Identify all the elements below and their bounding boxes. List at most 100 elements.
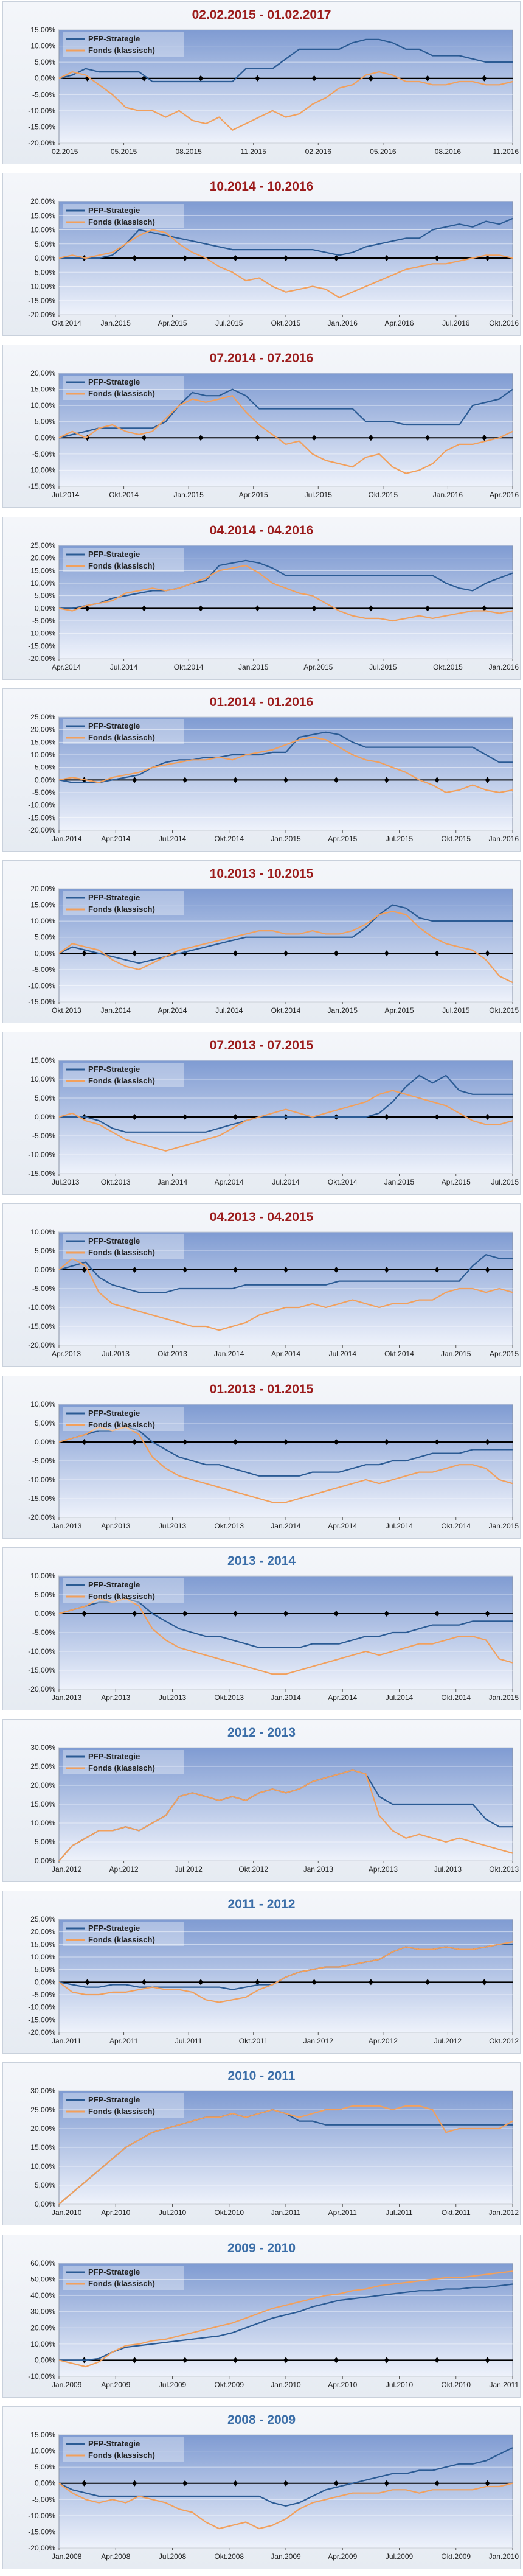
chart-title: 2008 - 2009 [227,2412,296,2427]
series-line-pfp-strategie [58,1597,513,1648]
x-tick-label: Jul.2008 [159,2552,187,2561]
baseline-marker [384,1114,389,1121]
y-tick-label: 5,00% [35,58,55,66]
x-tick-label: Okt.2015 [271,319,301,327]
legend-label: PFP-Strategie [88,1065,140,1074]
x-tick-label: Okt.2014 [52,319,81,327]
x-tick-label: Jul.2011 [175,2037,203,2045]
x-tick-label: Jan.2016 [328,319,358,327]
x-tick-label: 08.2016 [435,147,462,156]
y-tick-label: -5,00% [32,1990,55,1999]
legend-box [63,2265,184,2290]
x-tick-label: Apr.2014 [328,1522,357,1530]
y-tick-label: -5,00% [32,1132,55,1140]
x-tick-label: Jul.2010 [386,2381,414,2389]
legend-label: PFP-Strategie [88,893,140,902]
baseline-marker [434,1114,440,1121]
baseline-marker [485,255,490,262]
x-tick-label: Okt.2011 [239,2037,268,2045]
baseline-marker [434,777,440,783]
baseline-marker [333,1610,339,1617]
x-tick-label: Apr.2016 [490,491,519,499]
baseline-marker [233,2480,238,2487]
x-tick-label: Apr.2016 [384,319,414,327]
y-tick-label: -15,00% [28,2016,55,2025]
y-tick-label: -20,00% [28,310,55,319]
y-tick-label: 15,00% [30,2431,55,2439]
x-tick-label: Jul.2013 [159,1522,187,1530]
baseline-marker [132,1267,137,1273]
legend-label: PFP-Strategie [88,2095,140,2104]
baseline-marker [141,604,147,611]
x-tick-label: Okt.2014 [109,491,139,499]
x-tick-label: Jan.2010 [52,2208,82,2217]
line-chart: 10,00% 5,00% 0,00% -5,00% -10,00% -15,00% -20,… [28,1572,519,1702]
legend-box [63,1578,184,1603]
baseline-marker [283,1438,288,1445]
legend: PFP-Strategie Fonds (klassisch) [63,32,184,57]
y-tick-label: 0,00% [35,604,55,612]
x-tick-label: 05.2016 [370,147,397,156]
baseline-marker [233,2357,238,2364]
baseline-marker [198,435,204,441]
baseline-marker [368,604,373,611]
series-line-pfp-strategie [58,38,513,83]
baseline-marker [132,255,137,262]
chart-panel: 04.2013 - 04.2015 10,00% 5,00% 0,00% -5,00% -… [2,1203,521,1367]
x-tick-label: Jul.2011 [386,2208,413,2217]
x-tick-label: Jan.2009 [271,2552,301,2561]
x-tick-label: Apr.2013 [52,1349,81,1358]
legend-label: Fonds (klassisch) [88,2451,155,2460]
x-tick-label: Okt.2013 [158,1349,187,1358]
x-tick-label: Jul.2010 [159,2208,187,2217]
baseline-marker [182,1610,188,1617]
x-tick-label: Jan.2014 [101,1006,131,1015]
y-tick-label: 0,00% [35,2356,55,2364]
x-tick-label: 11.2016 [493,147,519,156]
y-tick-label: -10,00% [28,2372,55,2381]
line-chart: 25,00% 20,00% 15,00% 10,00% 5,00% 0,00% -5,00%… [28,1915,519,2045]
baseline-marker [182,1438,188,1445]
y-tick-label: 15,00% [30,26,55,34]
baseline-marker [425,75,431,82]
y-tick-label: -5,00% [32,2495,55,2504]
baseline-marker [255,75,260,82]
x-tick-label: Apr.2008 [101,2552,130,2561]
baseline-marker [198,604,204,611]
y-tick-label: -5,00% [32,450,55,458]
baseline-marker [182,1114,188,1121]
baseline-marker [255,1979,260,1986]
baseline-marker [485,777,490,783]
baseline-marker [311,604,317,611]
x-tick-label: Apr.2014 [328,1693,357,1702]
y-tick-label: 10,00% [30,402,55,410]
x-tick-label: Jan.2015 [441,1349,471,1358]
legend: PFP-Strategie Fonds (klassisch) [63,547,184,572]
y-tick-label: 10,00% [30,2162,55,2171]
baseline-marker [132,1114,137,1121]
x-tick-label: Jul.2014 [215,1006,243,1015]
legend-box [63,1922,184,1947]
y-tick-label: 5,00% [35,1838,55,1846]
legend-label: PFP-Strategie [88,1923,140,1933]
y-tick-label: 20,00% [30,725,55,733]
series-line-fonds-klassisch [58,1769,513,1861]
y-tick-label: 15,00% [30,738,55,746]
chart-panel: 01.2014 - 01.2016 25,00% 20,00% 15,00% 10,00… [2,688,521,852]
legend-label: PFP-Strategie [88,1752,140,1761]
y-tick-label: -20,00% [28,654,55,663]
y-tick-label: 10,00% [30,2446,55,2455]
legend-box [63,1063,184,1088]
line-chart: 15,00% 10,00% 5,00% 0,00% -5,00% -10,00% -15,0… [28,26,519,156]
legend: PFP-Strategie Fonds (klassisch) [63,891,184,915]
x-tick-label: Jan.2009 [52,2381,82,2389]
chart-title: 07.2013 - 07.2015 [209,1038,314,1053]
y-tick-label: -10,00% [28,466,55,475]
chart-title: 2009 - 2010 [227,2241,296,2255]
baseline-marker [233,255,238,262]
x-tick-label: Jan.2008 [52,2552,82,2561]
y-tick-label: -20,00% [28,2028,55,2037]
series-line-fonds-klassisch [58,2105,513,2205]
y-tick-label: 25,00% [30,1915,55,1923]
